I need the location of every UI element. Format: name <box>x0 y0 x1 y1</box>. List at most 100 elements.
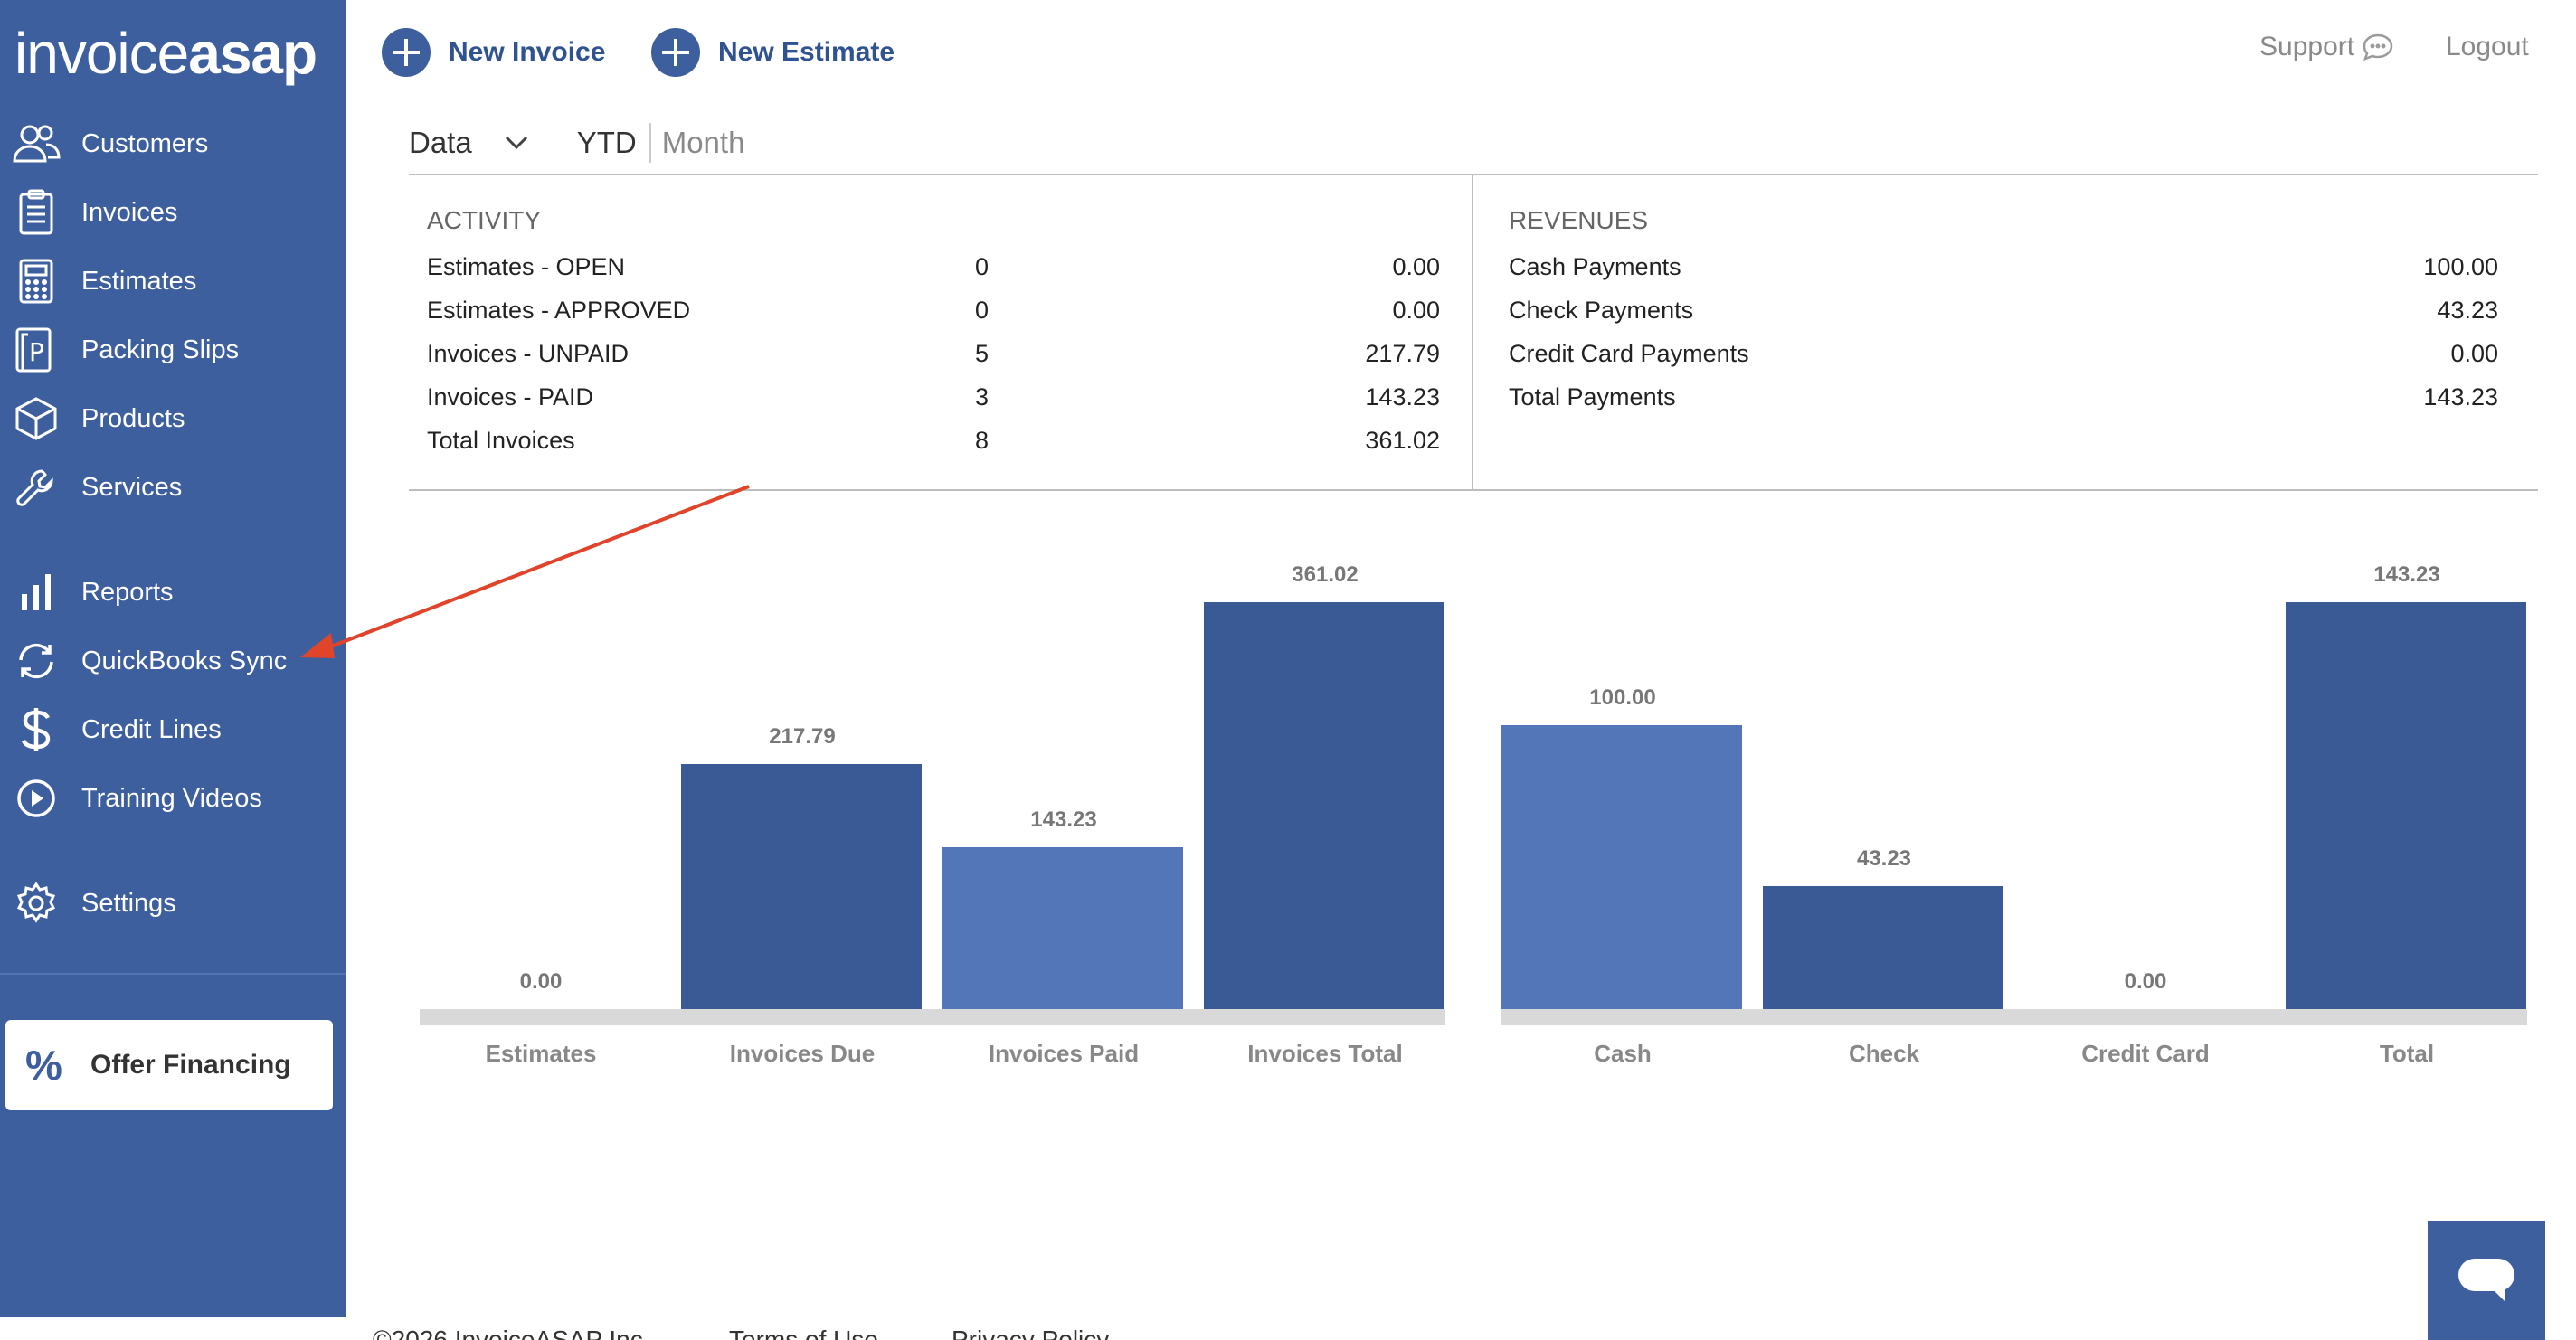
row-count: 8 <box>975 427 990 454</box>
bar-value-label: 100.00 <box>1589 685 1656 710</box>
box-icon <box>11 393 62 444</box>
category-label: Credit Card <box>2081 1040 2210 1067</box>
packing-slip-icon: P <box>11 325 62 375</box>
gear-icon <box>11 878 62 929</box>
offer-financing-button[interactable]: % Offer Financing <box>5 1020 333 1110</box>
chart-bar[interactable] <box>2286 602 2526 1009</box>
wrench-icon <box>11 462 62 513</box>
table-row: Cash Payments 100.00 <box>1509 253 2498 289</box>
table-row: Total Invoices 8 361.02 <box>427 427 1440 463</box>
category-label: Invoices Total <box>1247 1040 1403 1067</box>
plus-circle-icon <box>382 28 431 77</box>
bar-value-label: 361.02 <box>1292 562 1359 587</box>
chat-icon <box>2458 1259 2514 1302</box>
dollar-icon <box>11 704 62 755</box>
row-amount: 0.00 <box>1392 297 1440 324</box>
bar-value-label: 0.00 <box>2124 969 2167 994</box>
sidebar-item-estimates[interactable]: Estimates <box>0 250 346 313</box>
table-row: Estimates - OPEN 0 0.00 <box>427 253 1440 289</box>
sidebar-item-invoices[interactable]: Invoices <box>0 181 346 244</box>
logout-link[interactable]: Logout <box>2446 32 2529 61</box>
activity-title: ACTIVITY <box>427 206 542 234</box>
table-row: Estimates - APPROVED 0 0.00 <box>427 297 1440 333</box>
row-count: 0 <box>975 297 990 324</box>
row-amount: 0.00 <box>2450 340 2498 367</box>
data-dropdown[interactable]: Data <box>409 126 472 159</box>
category-label: Estimates <box>485 1040 597 1067</box>
chat-bubble-icon <box>2363 33 2393 61</box>
row-amount: 100.00 <box>2423 253 2498 280</box>
row-label: Total Invoices <box>427 427 575 454</box>
category-label: Check <box>1848 1040 1920 1067</box>
table-row: Credit Card Payments 0.00 <box>1509 340 2498 376</box>
divider <box>409 489 2538 491</box>
row-label: Credit Card Payments <box>1509 340 1749 367</box>
row-label: Cash Payments <box>1509 253 1681 280</box>
sidebar-item-quickbooks-sync[interactable]: QuickBooks Sync <box>0 629 346 693</box>
sidebar: invoiceasap Customers Invoices Estimates… <box>0 0 346 1317</box>
new-invoice-button[interactable]: New Invoice <box>382 27 605 78</box>
row-label: Check Payments <box>1509 297 1694 324</box>
divider-vertical <box>1472 174 1473 491</box>
new-estimate-button[interactable]: New Estimate <box>651 27 895 78</box>
row-amount: 43.23 <box>2437 297 2498 324</box>
chat-widget-button[interactable] <box>2428 1221 2545 1340</box>
plus-circle-icon <box>651 28 700 77</box>
row-count: 3 <box>975 383 990 410</box>
app-logo[interactable]: invoiceasap <box>14 21 317 86</box>
chart-baseline <box>1501 1009 2527 1025</box>
category-label: Total <box>2379 1040 2435 1067</box>
calculator-icon <box>11 256 62 307</box>
sidebar-item-packing-slips[interactable]: P Packing Slips <box>0 318 346 382</box>
sidebar-item-credit-lines[interactable]: Credit Lines <box>0 698 346 761</box>
bar-chart-icon <box>11 567 62 618</box>
sidebar-divider <box>0 973 346 975</box>
row-label: Estimates - APPROVED <box>427 297 691 324</box>
bar-value-label: 43.23 <box>1856 846 1912 871</box>
filter-separator <box>649 123 651 163</box>
row-count: 5 <box>975 340 990 367</box>
row-label: Total Payments <box>1509 383 1676 410</box>
sidebar-item-reports[interactable]: Reports <box>0 561 346 624</box>
row-label: Invoices - UNPAID <box>427 340 630 367</box>
clipboard-icon <box>11 187 62 238</box>
terms-link[interactable]: Terms of Use <box>729 1326 878 1340</box>
table-row: Check Payments 43.23 <box>1509 297 2498 333</box>
sidebar-item-services[interactable]: Services <box>0 456 346 519</box>
tab-month[interactable]: Month <box>661 126 745 159</box>
period-filter: Data YTD Month <box>409 121 744 165</box>
sidebar-item-customers[interactable]: Customers <box>0 112 346 175</box>
category-label: Invoices Paid <box>988 1040 1140 1067</box>
chevron-down-icon[interactable] <box>505 136 528 150</box>
divider <box>409 174 2538 175</box>
row-label: Invoices - PAID <box>427 383 594 410</box>
category-label: Cash <box>1594 1040 1652 1067</box>
chart-bar[interactable] <box>1763 886 2003 1009</box>
bar-value-label: 143.23 <box>1030 807 1097 832</box>
tab-ytd[interactable]: YTD <box>576 126 637 159</box>
chart-bar[interactable] <box>942 847 1183 1009</box>
table-row: Invoices - PAID 3 143.23 <box>427 383 1440 420</box>
revenues-title: REVENUES <box>1509 206 1649 234</box>
play-circle-icon <box>11 773 62 824</box>
sidebar-item-settings[interactable]: Settings <box>0 872 346 935</box>
sidebar-item-training-videos[interactable]: Training Videos <box>0 767 346 830</box>
chart-bar[interactable] <box>681 764 922 1009</box>
chart-bar[interactable] <box>1501 725 1742 1009</box>
bar-value-label: 0.00 <box>519 969 563 994</box>
chart-bar[interactable] <box>1204 602 1444 1009</box>
support-link[interactable]: Support <box>2259 27 2394 67</box>
bar-value-label: 217.79 <box>769 724 836 749</box>
row-amount: 143.23 <box>1365 383 1440 410</box>
bar-value-label: 143.23 <box>2373 562 2440 587</box>
row-count: 0 <box>975 253 990 280</box>
row-amount: 143.23 <box>2423 383 2498 410</box>
row-amount: 217.79 <box>1365 340 1440 367</box>
row-label: Estimates - OPEN <box>427 253 626 280</box>
footer-copyright: ©2026 InvoiceASAP Inc. <box>373 1326 650 1340</box>
sync-icon <box>11 636 62 686</box>
privacy-link[interactable]: Privacy Policy <box>952 1326 1110 1340</box>
row-amount: 0.00 <box>1392 253 1440 280</box>
svg-text:P: P <box>29 337 44 367</box>
sidebar-item-products[interactable]: Products <box>0 387 346 450</box>
